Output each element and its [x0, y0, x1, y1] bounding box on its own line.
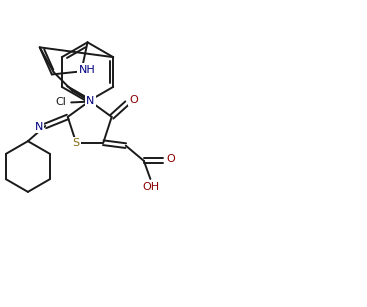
Text: NH: NH: [79, 64, 95, 75]
Text: OH: OH: [142, 182, 160, 192]
Text: N: N: [86, 95, 95, 106]
Text: S: S: [73, 138, 80, 149]
Text: N: N: [34, 122, 43, 132]
Text: Cl: Cl: [56, 97, 66, 107]
Text: O: O: [130, 95, 138, 104]
Text: O: O: [166, 154, 175, 164]
